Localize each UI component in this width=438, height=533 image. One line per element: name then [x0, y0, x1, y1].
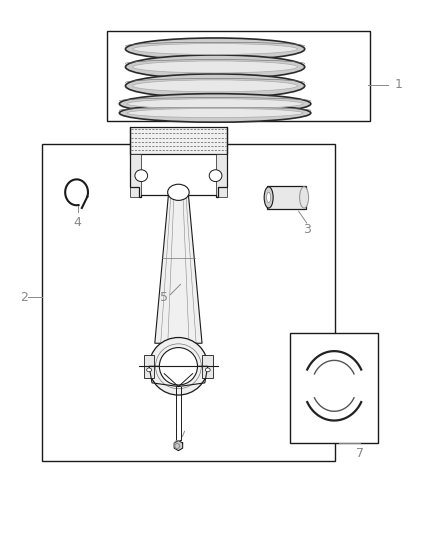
Ellipse shape [168, 184, 189, 200]
Bar [267, 186, 306, 209]
Ellipse shape [300, 187, 308, 208]
Bar [144, 355, 154, 377]
Ellipse shape [159, 348, 198, 385]
Bar [42, 144, 335, 461]
Ellipse shape [133, 61, 297, 73]
Ellipse shape [267, 192, 271, 203]
Ellipse shape [127, 108, 303, 118]
Bar [215, 154, 227, 197]
Ellipse shape [264, 187, 273, 208]
Bar [107, 31, 370, 120]
Text: 2: 2 [20, 290, 28, 304]
Ellipse shape [135, 170, 148, 182]
Polygon shape [174, 441, 183, 450]
Bar [202, 355, 213, 377]
Text: 7: 7 [356, 447, 364, 459]
Text: 3: 3 [303, 223, 311, 236]
Text: 6: 6 [173, 439, 180, 453]
Ellipse shape [125, 38, 305, 60]
Ellipse shape [205, 368, 210, 372]
Ellipse shape [209, 170, 222, 182]
Ellipse shape [127, 99, 303, 109]
Text: 5: 5 [160, 290, 168, 304]
Bar [290, 333, 378, 443]
Ellipse shape [125, 74, 305, 98]
Ellipse shape [147, 368, 152, 372]
Ellipse shape [149, 337, 208, 395]
Bar [130, 154, 141, 197]
Bar [130, 127, 227, 154]
Ellipse shape [119, 94, 311, 114]
Text: 1: 1 [394, 78, 402, 91]
Ellipse shape [119, 104, 311, 122]
Ellipse shape [125, 55, 305, 79]
Polygon shape [155, 192, 202, 343]
Text: 4: 4 [74, 216, 82, 229]
Ellipse shape [133, 44, 297, 54]
Ellipse shape [133, 80, 297, 92]
